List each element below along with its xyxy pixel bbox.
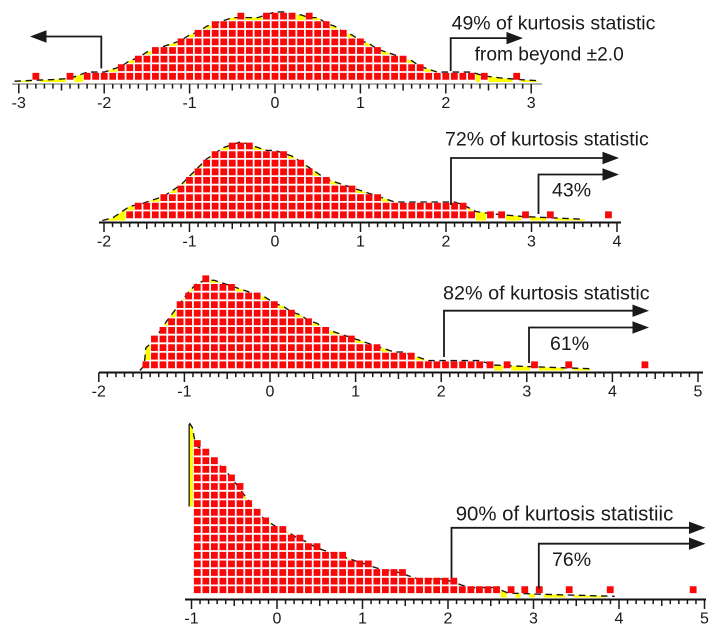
svg-text:2: 2 <box>437 384 446 401</box>
svg-text:-2: -2 <box>92 384 106 401</box>
svg-text:76%: 76% <box>552 549 591 571</box>
svg-text:4: 4 <box>608 384 617 401</box>
svg-text:72% of kurtosis statistic: 72% of kurtosis statistic <box>445 129 649 151</box>
svg-text:-1: -1 <box>182 95 196 112</box>
svg-text:4: 4 <box>613 234 622 251</box>
svg-text:82% of kurtosis statistic: 82% of kurtosis statistic <box>443 283 650 305</box>
svg-text:1: 1 <box>351 384 360 401</box>
svg-text:90% of kurtosis statistiic: 90% of kurtosis statistiic <box>456 504 674 526</box>
svg-text:3: 3 <box>522 384 531 401</box>
svg-text:from beyond ±2.0: from beyond ±2.0 <box>475 45 624 66</box>
svg-text:0: 0 <box>271 234 280 251</box>
svg-text:5: 5 <box>700 611 709 628</box>
svg-text:49% of kurtosis statistic: 49% of kurtosis statistic <box>452 13 656 35</box>
svg-text:-2: -2 <box>97 95 111 112</box>
svg-text:-2: -2 <box>97 234 111 251</box>
svg-text:43%: 43% <box>552 180 591 202</box>
svg-text:4: 4 <box>615 611 624 628</box>
svg-text:2: 2 <box>444 611 453 628</box>
svg-text:61%: 61% <box>550 333 589 355</box>
svg-text:3: 3 <box>529 611 538 628</box>
svg-text:1: 1 <box>358 611 367 628</box>
svg-text:-1: -1 <box>184 611 198 628</box>
svg-text:0: 0 <box>273 611 282 628</box>
svg-text:2: 2 <box>442 234 451 251</box>
svg-text:0: 0 <box>271 95 280 112</box>
svg-text:3: 3 <box>527 95 536 112</box>
svg-text:2: 2 <box>441 95 450 112</box>
svg-text:0: 0 <box>266 384 275 401</box>
svg-text:1: 1 <box>356 95 365 112</box>
svg-text:5: 5 <box>694 384 703 401</box>
svg-text:-3: -3 <box>12 95 26 112</box>
svg-text:1: 1 <box>356 234 365 251</box>
svg-text:-1: -1 <box>177 384 191 401</box>
svg-text:-1: -1 <box>182 234 196 251</box>
svg-text:3: 3 <box>527 234 536 251</box>
